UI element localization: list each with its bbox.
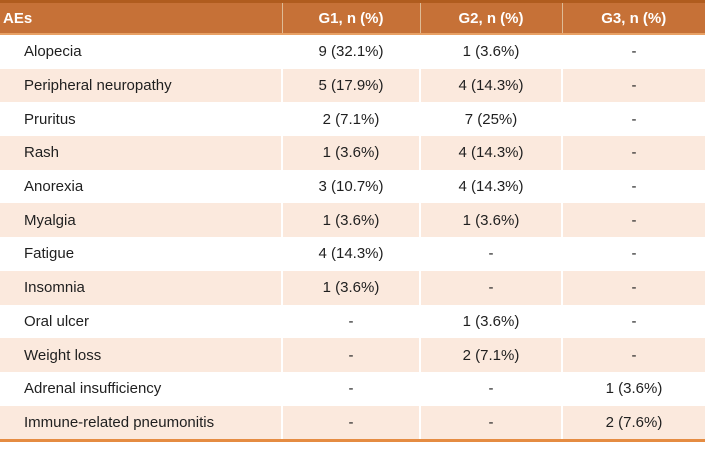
- table-row: Insomnia 1 (3.6%) - -: [0, 270, 705, 305]
- g1-value-cell: 5 (17.9%): [281, 68, 420, 103]
- table-row: Peripheral neuropathy 5 (17.9%) 4 (14.3%…: [0, 68, 705, 103]
- g1-value-cell: 1 (3.6%): [281, 136, 420, 170]
- table-row: Anorexia 3 (10.7%) 4 (14.3%) -: [0, 169, 705, 204]
- ae-name-cell: Alopecia: [24, 43, 82, 61]
- g3-value-cell: -: [561, 304, 705, 339]
- table-row: Immune-related pneumonitis - - 2 (7.6%): [0, 405, 705, 441]
- g2-value-cell: 4 (14.3%): [419, 136, 562, 170]
- g3-value-cell: -: [561, 34, 705, 69]
- g3-value-cell: -: [561, 102, 705, 137]
- ae-name-cell: Anorexia: [24, 178, 84, 196]
- g1-value-cell: 9 (32.1%): [281, 34, 420, 69]
- header-row: AEs G1, n (%) G2, n (%) G3, n (%): [0, 1, 705, 35]
- table-row: Adrenal insufficiency - - 1 (3.6%): [0, 371, 705, 406]
- ae-name-cell: Rash: [24, 144, 60, 162]
- g2-value-cell: 1 (3.6%): [419, 304, 562, 339]
- g3-value-cell: -: [561, 136, 705, 170]
- table-row: Rash 1 (3.6%) 4 (14.3%) -: [0, 136, 705, 170]
- ae-name-cell: Oral ulcer: [24, 312, 90, 330]
- g3-value-cell: -: [561, 203, 705, 238]
- column-header-g2: G2, n (%): [419, 1, 562, 35]
- ae-name-cell: Myalgia: [24, 211, 76, 229]
- g2-value-cell: 7 (25%): [419, 102, 562, 137]
- column-header-aes: AEs: [0, 1, 282, 35]
- g2-value-cell: -: [419, 237, 562, 271]
- g2-value-cell: -: [419, 371, 562, 406]
- g1-value-cell: 2 (7.1%): [281, 102, 420, 137]
- ae-name-cell: Weight loss: [24, 346, 102, 364]
- table-row: Oral ulcer - 1 (3.6%) -: [0, 304, 705, 339]
- table-row: Weight loss - 2 (7.1%) -: [0, 338, 705, 372]
- ae-name-cell: Peripheral neuropathy: [24, 77, 172, 95]
- g1-value-cell: -: [281, 405, 420, 441]
- g3-value-cell: 2 (7.6%): [561, 405, 705, 441]
- g1-value-cell: 1 (3.6%): [281, 203, 420, 238]
- g1-value-cell: -: [281, 304, 420, 339]
- g2-value-cell: 2 (7.1%): [419, 338, 562, 372]
- g2-value-cell: 4 (14.3%): [419, 68, 562, 103]
- g3-value-cell: -: [561, 68, 705, 103]
- g1-value-cell: 4 (14.3%): [281, 237, 420, 271]
- column-header-g3: G3, n (%): [561, 1, 705, 35]
- g2-value-cell: 1 (3.6%): [419, 203, 562, 238]
- g3-value-cell: -: [561, 270, 705, 305]
- column-header-g1: G1, n (%): [281, 1, 420, 35]
- table-row: Myalgia 1 (3.6%) 1 (3.6%) -: [0, 203, 705, 238]
- ae-name-cell: Immune-related pneumonitis: [24, 413, 215, 431]
- g2-value-cell: -: [419, 405, 562, 441]
- table-row: Alopecia 9 (32.1%) 1 (3.6%) -: [0, 34, 705, 69]
- g1-value-cell: 3 (10.7%): [281, 169, 420, 204]
- g3-value-cell: -: [561, 338, 705, 372]
- table-row: Pruritus 2 (7.1%) 7 (25%) -: [0, 102, 705, 137]
- g1-value-cell: -: [281, 338, 420, 372]
- g2-value-cell: 4 (14.3%): [419, 169, 562, 204]
- ae-name-cell: Fatigue: [24, 245, 75, 263]
- g2-value-cell: -: [419, 270, 562, 305]
- ae-name-cell: Pruritus: [24, 110, 76, 128]
- g2-value-cell: 1 (3.6%): [419, 34, 562, 69]
- g1-value-cell: 1 (3.6%): [281, 270, 420, 305]
- g3-value-cell: -: [561, 169, 705, 204]
- g1-value-cell: -: [281, 371, 420, 406]
- ae-name-cell: Insomnia: [24, 279, 85, 297]
- table-row: Fatigue 4 (14.3%) - -: [0, 237, 705, 271]
- g3-value-cell: 1 (3.6%): [561, 371, 705, 406]
- ae-name-cell: Adrenal insufficiency: [24, 380, 162, 398]
- g3-value-cell: -: [561, 237, 705, 271]
